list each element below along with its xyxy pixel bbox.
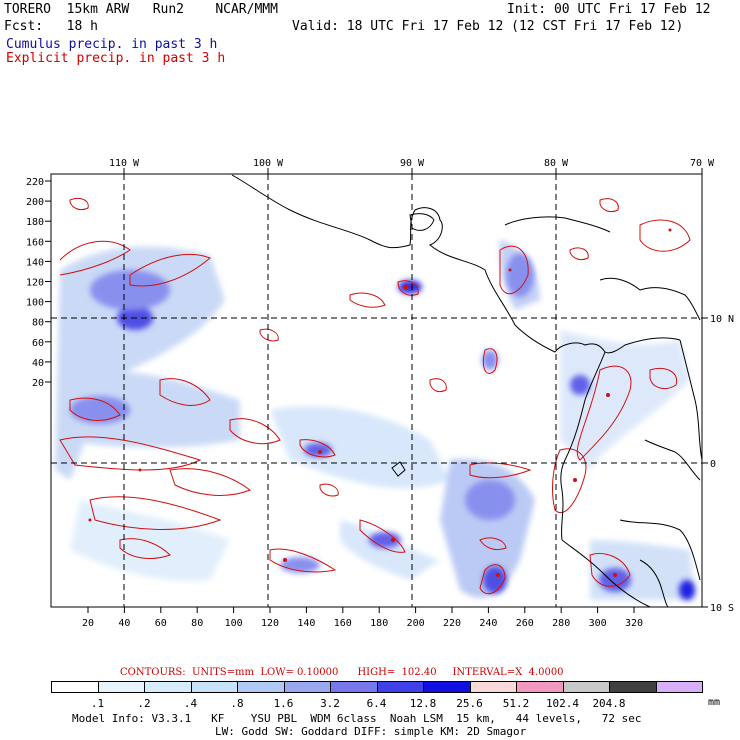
y-axis: 220 200 180 160 140 120 100 80 60 40 20 (26, 177, 51, 389)
y-tick-label: 80 (32, 318, 44, 329)
x-tick-label: 20 (82, 618, 94, 629)
precip-field (55, 174, 702, 607)
colorbar-swatch (469, 681, 517, 693)
x-tick-label: 180 (370, 618, 388, 629)
x-tick-label: 40 (118, 618, 130, 629)
colorbar-level-label: 102.4 (545, 697, 580, 710)
colorbar-swatch (423, 681, 471, 693)
colorbar-unit: mm (708, 697, 721, 708)
y-tick-label: 200 (26, 197, 44, 208)
y-tick-label: 100 (26, 298, 44, 309)
colorbar-swatch (51, 681, 99, 693)
colorbar-level-label: 1.6 (273, 697, 294, 710)
colorbar-swatch (562, 681, 610, 693)
y-tick-label: 160 (26, 237, 44, 248)
colorbar-swatch (97, 681, 145, 693)
x-tick-label: 300 (589, 618, 607, 629)
x-tick-label: 60 (155, 618, 167, 629)
colorbar-swatch (609, 681, 657, 693)
colorbar-level-label: 6.4 (366, 697, 387, 710)
colorbar-level-label: .4 (183, 697, 198, 710)
colorbar-level-label: 3.2 (320, 697, 340, 710)
colorbar-swatch (190, 681, 238, 693)
x-tick-label: 320 (625, 618, 643, 629)
colorbar-level-label: 25.6 (456, 697, 483, 710)
forecast-hour: Fcst: 18 h (4, 19, 98, 34)
y-tick-label: 120 (26, 278, 44, 289)
x-axis: 20 40 60 80 100 120 140 160 180 200 220 240 260 280 30… (82, 607, 643, 629)
y-tick-label: 140 (26, 257, 44, 268)
x-tick-label: 80 (191, 618, 203, 629)
lon-label-70w: 70 W (690, 158, 715, 169)
model-title: TORERO 15km ARW Run2 NCAR/MMM (4, 2, 278, 17)
model-info-line1: Model Info: V3.3.1 KF YSU PBL WDM 6class… (72, 712, 642, 725)
lon-label-80w: 80 W (544, 158, 569, 169)
x-tick-label: 160 (334, 618, 352, 629)
x-tick-label: 240 (479, 618, 497, 629)
y-tick-label: 220 (26, 177, 44, 188)
y-tick-label: 60 (32, 338, 44, 349)
explicit-legend-label: Explicit precip. in past 3 h (6, 51, 226, 66)
colorbar-level-label: 12.8 (409, 697, 437, 710)
colorbar-level-label: 204.8 (592, 697, 626, 710)
colorbar-level-label: .2 (137, 697, 151, 710)
valid-time: Valid: 18 UTC Fri 17 Feb 12 (12 CST Fri … (292, 19, 684, 34)
x-tick-label: 120 (261, 618, 279, 629)
colorbar-swatch (283, 681, 331, 693)
cumulus-legend-label: Cumulus precip. in past 3 h (6, 37, 218, 52)
y-tick-label: 180 (26, 217, 44, 228)
colorbar-swatch (516, 681, 564, 693)
y-tick-label: 40 (32, 358, 44, 369)
colorbar-swatch (655, 681, 703, 693)
x-tick-label: 200 (407, 618, 425, 629)
colorbar-swatch (237, 681, 285, 693)
y-tick-label: 20 (32, 378, 44, 389)
colorbar-level-label: 51.2 (502, 697, 530, 710)
lon-label-100w: 100 W (253, 158, 284, 169)
lon-label-90w: 90 W (400, 158, 425, 169)
x-tick-label: 220 (443, 618, 461, 629)
x-tick-label: 100 (225, 618, 243, 629)
lat-label-10n: 10 N (710, 314, 734, 325)
colorbar-swatch (330, 681, 378, 693)
contour-info: CONTOURS: UNITS=mm LOW= 0.10000 HIGH= 10… (120, 667, 564, 678)
lat-label-10s: 10 S (710, 603, 734, 614)
x-tick-label: 280 (552, 618, 570, 629)
lat-label-0: 0 (710, 459, 716, 470)
model-info-line2: LW: Godd SW: Goddard DIFF: simple KM: 2D… (215, 725, 527, 738)
init-time: Init: 00 UTC Fri 17 Feb 12 (507, 2, 711, 17)
x-tick-label: 260 (516, 618, 534, 629)
colorbar-level-label: .1 (90, 697, 105, 710)
x-tick-label: 140 (297, 618, 315, 629)
colorbar-level-label: .8 (230, 697, 244, 710)
colorbar-swatch (376, 681, 424, 693)
colorbar-swatch (144, 681, 192, 693)
lon-label-110w: 110 W (109, 158, 140, 169)
